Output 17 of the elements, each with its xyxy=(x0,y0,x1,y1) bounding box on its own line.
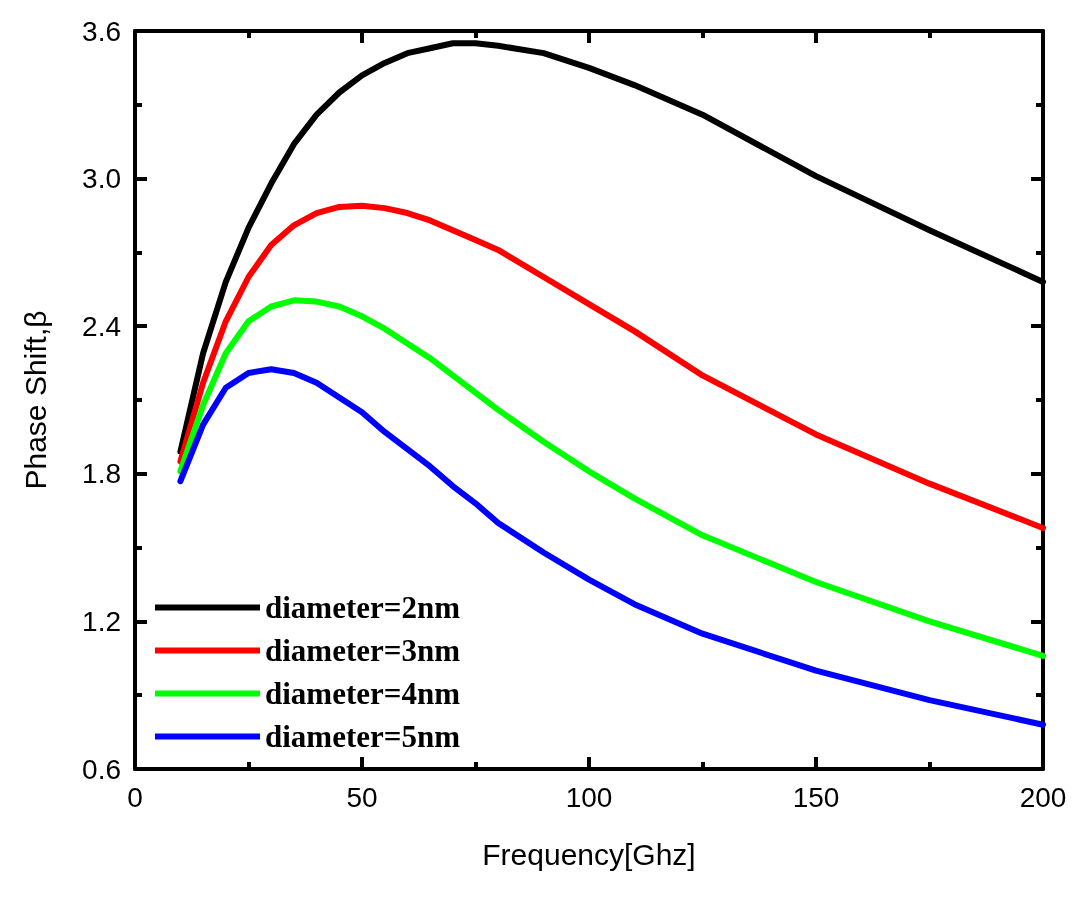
x-tick-label: 100 xyxy=(565,781,613,813)
x-tick-label: 200 xyxy=(1019,781,1067,813)
y-tick-label: 1.8 xyxy=(82,458,121,490)
x-tick-label: 50 xyxy=(346,781,378,813)
legend-label: diameter=3nm xyxy=(265,633,461,668)
y-tick-label: 3.6 xyxy=(82,15,121,47)
y-tick-label: 0.6 xyxy=(82,753,121,785)
y-tick-label: 3.0 xyxy=(82,163,121,195)
legend-label: diameter=5nm xyxy=(265,719,461,754)
x-tick-label: 0 xyxy=(127,781,143,813)
y-axis-title: Phase Shift,β xyxy=(18,310,52,490)
x-axis-title: Frequency[Ghz] xyxy=(482,837,696,871)
y-tick-label: 1.2 xyxy=(82,605,121,637)
y-tick-label: 2.4 xyxy=(82,310,121,342)
x-tick-label: 150 xyxy=(792,781,840,813)
legend-label: diameter=4nm xyxy=(265,676,461,711)
legend-label: diameter=2nm xyxy=(265,590,461,625)
